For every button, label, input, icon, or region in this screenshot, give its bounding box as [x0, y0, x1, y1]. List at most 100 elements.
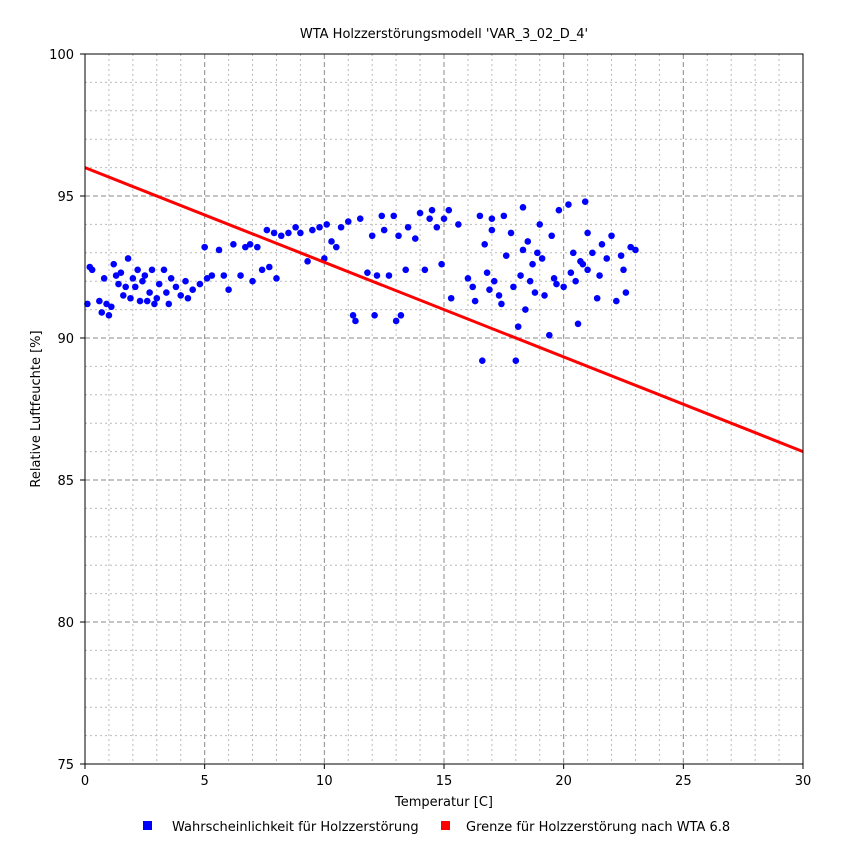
- data-point: [426, 215, 433, 223]
- data-point: [316, 223, 323, 231]
- data-point: [254, 243, 261, 251]
- data-point: [541, 292, 548, 299]
- data-point: [522, 306, 529, 313]
- plot-frame: [84, 53, 804, 765]
- data-point: [141, 272, 149, 279]
- data-point: [124, 255, 132, 262]
- data-point: [105, 311, 113, 319]
- data-point: [131, 283, 139, 291]
- data-point: [581, 198, 589, 205]
- data-point: [323, 221, 331, 228]
- data-point: [328, 238, 335, 245]
- data-point: [129, 275, 137, 282]
- data-point: [108, 303, 115, 311]
- data-point: [309, 226, 316, 234]
- data-point: [344, 218, 352, 225]
- data-point: [304, 258, 311, 265]
- y-tick-label: 85: [57, 474, 74, 489]
- data-point: [428, 206, 436, 214]
- data-point: [550, 275, 558, 282]
- data-point: [237, 272, 244, 279]
- data-point: [184, 294, 192, 302]
- data-point: [177, 292, 185, 299]
- data-point: [163, 289, 170, 296]
- data-point: [598, 240, 606, 248]
- x-tick-label: 15: [436, 774, 453, 789]
- data-point: [529, 260, 536, 268]
- data-point: [215, 246, 223, 254]
- data-point: [88, 266, 96, 274]
- data-point: [490, 277, 498, 285]
- data-point: [208, 272, 216, 279]
- data-point: [119, 292, 127, 299]
- data-point: [469, 283, 477, 291]
- data-point: [385, 272, 393, 279]
- data-point: [230, 240, 237, 248]
- data-point: [584, 266, 591, 274]
- x-tick-label: 20: [555, 774, 572, 789]
- data-point: [373, 272, 381, 279]
- data-point: [285, 229, 292, 237]
- data-point: [203, 275, 211, 282]
- data-point: [593, 294, 601, 302]
- data-point: [548, 232, 555, 240]
- data-point: [160, 266, 168, 274]
- data-point: [139, 277, 146, 285]
- data-point: [483, 269, 491, 276]
- marks: [84, 166, 804, 453]
- data-point: [498, 300, 505, 308]
- data-point: [225, 286, 232, 294]
- x-axis-label: Temperatur [C]: [394, 795, 493, 810]
- data-point: [455, 221, 462, 228]
- legend-label-line: Grenze für Holzzerstörung nach WTA 6.8: [466, 820, 730, 835]
- data-point: [127, 294, 134, 302]
- data-point: [553, 280, 560, 288]
- x-tick-label: 25: [675, 774, 692, 789]
- data-point: [495, 292, 503, 299]
- x-tick-label: 5: [201, 774, 209, 789]
- data-point: [115, 280, 122, 288]
- data-point: [356, 215, 364, 223]
- data-point: [378, 212, 386, 220]
- data-point: [110, 260, 118, 268]
- data-point: [246, 240, 254, 248]
- data-point: [189, 286, 196, 294]
- data-point: [514, 323, 522, 330]
- data-point: [445, 206, 453, 214]
- data-point: [421, 266, 429, 274]
- data-point: [567, 269, 575, 276]
- data-point: [560, 283, 567, 291]
- legend-marker-scatter: [143, 821, 152, 830]
- data-point: [627, 243, 634, 251]
- data-point: [277, 232, 285, 240]
- data-point: [507, 229, 515, 237]
- data-point: [352, 317, 359, 325]
- data-point: [632, 246, 639, 254]
- data-point: [368, 232, 376, 240]
- data-point: [134, 266, 141, 274]
- data-point: [136, 297, 144, 305]
- data-point: [500, 212, 508, 220]
- data-point: [620, 266, 627, 274]
- data-point: [438, 260, 445, 268]
- data-point: [349, 311, 357, 319]
- data-point: [404, 223, 412, 231]
- data-point: [617, 252, 625, 259]
- data-point: [589, 249, 596, 257]
- y-axis-label: Relative Luftfeuchte [%]: [29, 330, 44, 487]
- data-point: [464, 275, 472, 282]
- data-point: [148, 266, 156, 274]
- data-point: [249, 277, 256, 285]
- data-point: [98, 309, 106, 316]
- data-point: [603, 255, 611, 262]
- data-point: [392, 317, 400, 325]
- data-point: [538, 255, 546, 262]
- data-point: [574, 320, 582, 328]
- data-point: [155, 280, 163, 288]
- data-point: [395, 232, 402, 240]
- data-point: [526, 277, 534, 285]
- data-point: [117, 269, 125, 276]
- data-point: [270, 229, 278, 237]
- data-point: [622, 289, 630, 296]
- data-point: [569, 249, 577, 257]
